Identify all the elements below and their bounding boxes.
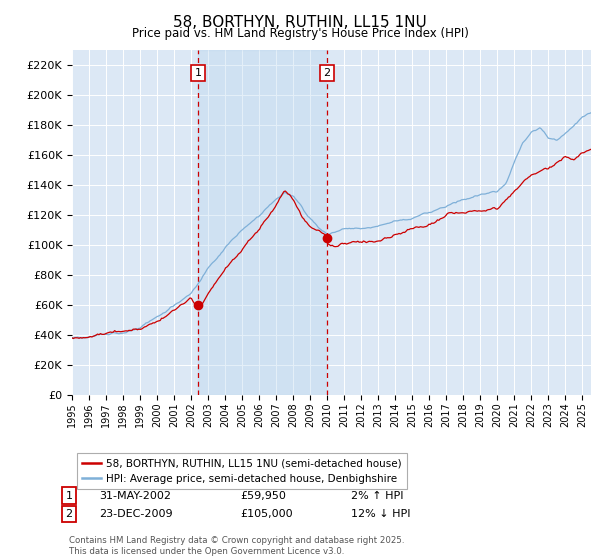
Text: 1: 1	[194, 68, 202, 78]
Text: £105,000: £105,000	[240, 509, 293, 519]
Text: Contains HM Land Registry data © Crown copyright and database right 2025.
This d: Contains HM Land Registry data © Crown c…	[69, 536, 404, 556]
Text: 2: 2	[323, 68, 330, 78]
Text: Price paid vs. HM Land Registry's House Price Index (HPI): Price paid vs. HM Land Registry's House …	[131, 27, 469, 40]
Text: £59,950: £59,950	[240, 491, 286, 501]
Text: 31-MAY-2002: 31-MAY-2002	[99, 491, 171, 501]
Text: 2% ↑ HPI: 2% ↑ HPI	[351, 491, 404, 501]
Text: 12% ↓ HPI: 12% ↓ HPI	[351, 509, 410, 519]
Legend: 58, BORTHYN, RUTHIN, LL15 1NU (semi-detached house), HPI: Average price, semi-de: 58, BORTHYN, RUTHIN, LL15 1NU (semi-deta…	[77, 454, 407, 489]
Text: 1: 1	[65, 491, 73, 501]
Bar	[198, 50, 327, 395]
Text: 58, BORTHYN, RUTHIN, LL15 1NU: 58, BORTHYN, RUTHIN, LL15 1NU	[173, 15, 427, 30]
Text: 2: 2	[65, 509, 73, 519]
Text: 23-DEC-2009: 23-DEC-2009	[99, 509, 173, 519]
